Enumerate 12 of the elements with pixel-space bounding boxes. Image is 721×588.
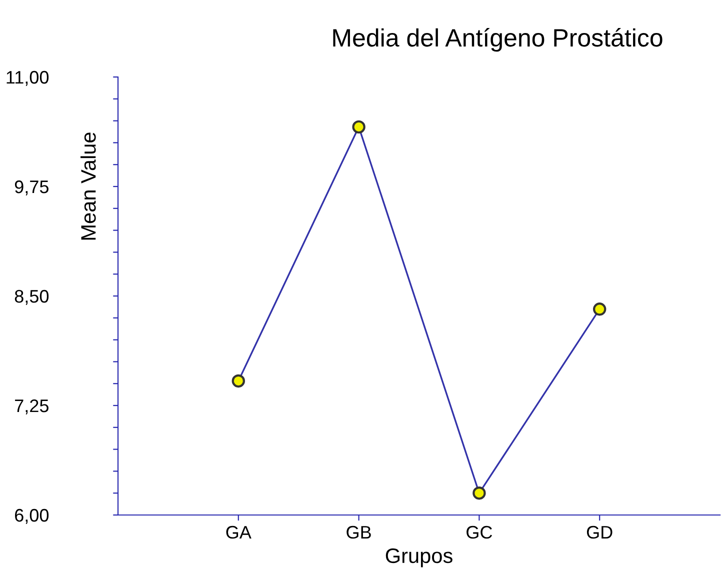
x-tick-label: GB bbox=[346, 526, 371, 539]
y-tick-label: 9,75 bbox=[14, 180, 48, 196]
x-tick-label: GC bbox=[466, 526, 492, 539]
y-tick-label: 6,00 bbox=[15, 508, 49, 524]
x-tick-label: GD bbox=[586, 526, 612, 539]
x-tick-label: GA bbox=[226, 526, 252, 539]
y-tick-label: 8,50 bbox=[14, 290, 49, 305]
y-tick-label: 11,00 bbox=[6, 70, 49, 86]
y-tick-label: 7,25 bbox=[15, 399, 48, 414]
chart-title: Media del Antígeno Prostático bbox=[333, 28, 662, 52]
x-axis-title: Grupos bbox=[386, 548, 452, 568]
y-axis-title: Mean Value bbox=[80, 132, 96, 240]
